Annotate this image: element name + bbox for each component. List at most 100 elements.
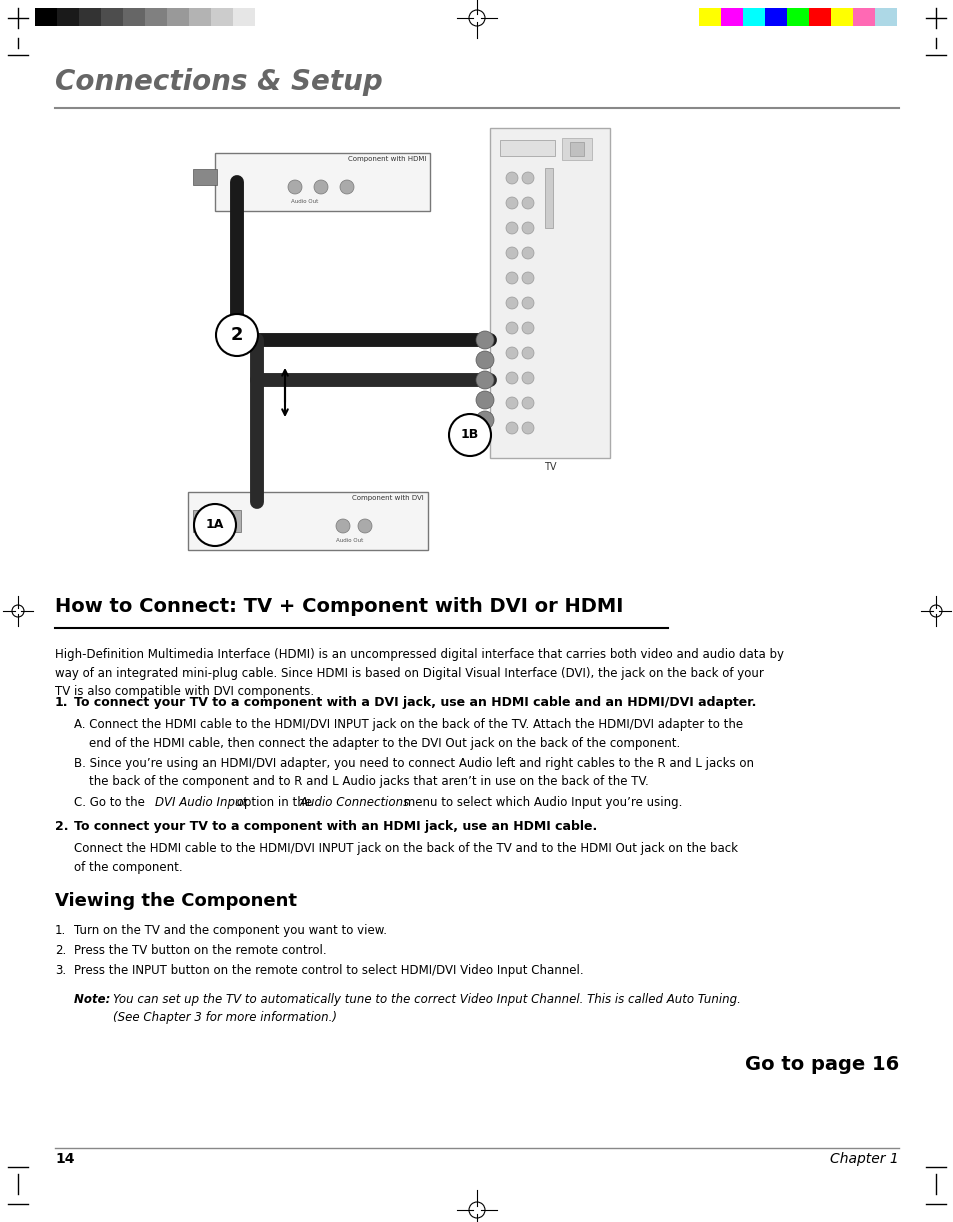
- Circle shape: [339, 180, 354, 194]
- Bar: [544, 167, 553, 229]
- Text: Turn on the TV and the component you want to view.: Turn on the TV and the component you wan…: [74, 924, 387, 937]
- Text: 1A: 1A: [206, 518, 224, 532]
- Bar: [35, 9, 57, 26]
- Text: To connect your TV to a component with an HDMI jack, use an HDMI cable.: To connect your TV to a component with a…: [74, 820, 597, 833]
- Circle shape: [521, 297, 534, 309]
- Text: option in the: option in the: [233, 796, 315, 809]
- Text: Audio Out: Audio Out: [336, 538, 363, 543]
- Circle shape: [521, 397, 534, 409]
- Circle shape: [521, 347, 534, 359]
- Bar: [254, 9, 276, 26]
- Circle shape: [505, 273, 517, 284]
- Text: 2.: 2.: [55, 820, 69, 833]
- Circle shape: [505, 222, 517, 233]
- Circle shape: [476, 391, 494, 409]
- Circle shape: [521, 172, 534, 185]
- Bar: [742, 9, 764, 26]
- Bar: [561, 138, 592, 160]
- Bar: [123, 9, 145, 26]
- Text: Press the TV button on the remote control.: Press the TV button on the remote contro…: [74, 945, 326, 957]
- Text: High-Definition Multimedia Interface (HDMI) is an uncompressed digital interface: High-Definition Multimedia Interface (HD…: [55, 648, 783, 698]
- Bar: [193, 169, 216, 185]
- Bar: [167, 9, 189, 26]
- Circle shape: [521, 371, 534, 384]
- Text: To connect your TV to a component with a DVI jack, use an HDMI cable and an HDMI: To connect your TV to a component with a…: [74, 697, 756, 709]
- Circle shape: [521, 247, 534, 259]
- Circle shape: [505, 172, 517, 185]
- Circle shape: [193, 503, 235, 546]
- Text: Component with HDMI: Component with HDMI: [347, 156, 426, 163]
- Bar: [211, 9, 233, 26]
- Circle shape: [288, 180, 302, 194]
- Circle shape: [357, 519, 372, 533]
- Bar: [188, 492, 428, 550]
- Circle shape: [314, 180, 328, 194]
- Text: 2.: 2.: [55, 945, 66, 957]
- Circle shape: [505, 323, 517, 334]
- Bar: [57, 9, 79, 26]
- Text: Go to page 16: Go to page 16: [744, 1055, 898, 1074]
- Circle shape: [476, 411, 494, 429]
- Circle shape: [449, 414, 491, 456]
- Bar: [852, 9, 874, 26]
- Bar: [233, 9, 254, 26]
- Text: 1.: 1.: [55, 924, 66, 937]
- Bar: [569, 142, 583, 156]
- Text: menu to select which Audio Input you’re using.: menu to select which Audio Input you’re …: [399, 796, 681, 809]
- Bar: [214, 153, 430, 211]
- Circle shape: [521, 197, 534, 209]
- Text: Component with DVI: Component with DVI: [352, 495, 423, 501]
- Bar: [699, 9, 720, 26]
- Text: B. Since you’re using an HDMI/DVI adapter, you need to connect Audio left and ri: B. Since you’re using an HDMI/DVI adapte…: [74, 756, 753, 788]
- Text: 14: 14: [55, 1152, 74, 1166]
- Text: Viewing the Component: Viewing the Component: [55, 892, 296, 910]
- Bar: [830, 9, 852, 26]
- Circle shape: [521, 273, 534, 284]
- Text: How to Connect: TV + Component with DVI or HDMI: How to Connect: TV + Component with DVI …: [55, 598, 622, 616]
- Circle shape: [335, 519, 350, 533]
- Text: 3.: 3.: [55, 964, 66, 978]
- Circle shape: [505, 397, 517, 409]
- Circle shape: [215, 314, 257, 356]
- Text: 2: 2: [231, 326, 243, 345]
- Circle shape: [505, 297, 517, 309]
- Text: 1.: 1.: [55, 697, 69, 709]
- Bar: [499, 141, 555, 156]
- Bar: [193, 510, 241, 532]
- Text: C. Go to the: C. Go to the: [74, 796, 149, 809]
- Text: Audio Out: Audio Out: [291, 199, 318, 204]
- Circle shape: [476, 371, 494, 389]
- Text: A. Connect the HDMI cable to the HDMI/DVI INPUT jack on the back of the TV. Atta: A. Connect the HDMI cable to the HDMI/DV…: [74, 719, 742, 749]
- Bar: [145, 9, 167, 26]
- Text: Connections & Setup: Connections & Setup: [55, 68, 382, 97]
- Bar: [786, 9, 808, 26]
- Circle shape: [521, 422, 534, 434]
- Bar: [490, 128, 609, 458]
- Text: Audio Connections: Audio Connections: [299, 796, 410, 809]
- Circle shape: [476, 331, 494, 349]
- Text: TV: TV: [543, 462, 556, 472]
- Bar: [874, 9, 896, 26]
- Circle shape: [505, 422, 517, 434]
- Text: Chapter 1: Chapter 1: [829, 1152, 898, 1166]
- Text: 1B: 1B: [460, 429, 478, 441]
- Circle shape: [505, 247, 517, 259]
- Bar: [189, 9, 211, 26]
- Circle shape: [505, 197, 517, 209]
- Bar: [764, 9, 786, 26]
- Circle shape: [521, 222, 534, 233]
- Bar: [79, 9, 101, 26]
- Bar: [720, 9, 742, 26]
- Circle shape: [476, 351, 494, 369]
- Text: Note:: Note:: [74, 993, 114, 1006]
- Text: Connect the HDMI cable to the HDMI/DVI INPUT jack on the back of the TV and to t: Connect the HDMI cable to the HDMI/DVI I…: [74, 842, 738, 874]
- Circle shape: [521, 323, 534, 334]
- Bar: [896, 9, 918, 26]
- Circle shape: [505, 347, 517, 359]
- Text: Press the INPUT button on the remote control to select HDMI/DVI Video Input Chan: Press the INPUT button on the remote con…: [74, 964, 583, 978]
- Text: You can set up the TV to automatically tune to the correct Video Input Channel. : You can set up the TV to automatically t…: [112, 993, 740, 1024]
- Bar: [808, 9, 830, 26]
- Bar: [101, 9, 123, 26]
- Text: DVI Audio Input: DVI Audio Input: [154, 796, 247, 809]
- Circle shape: [505, 371, 517, 384]
